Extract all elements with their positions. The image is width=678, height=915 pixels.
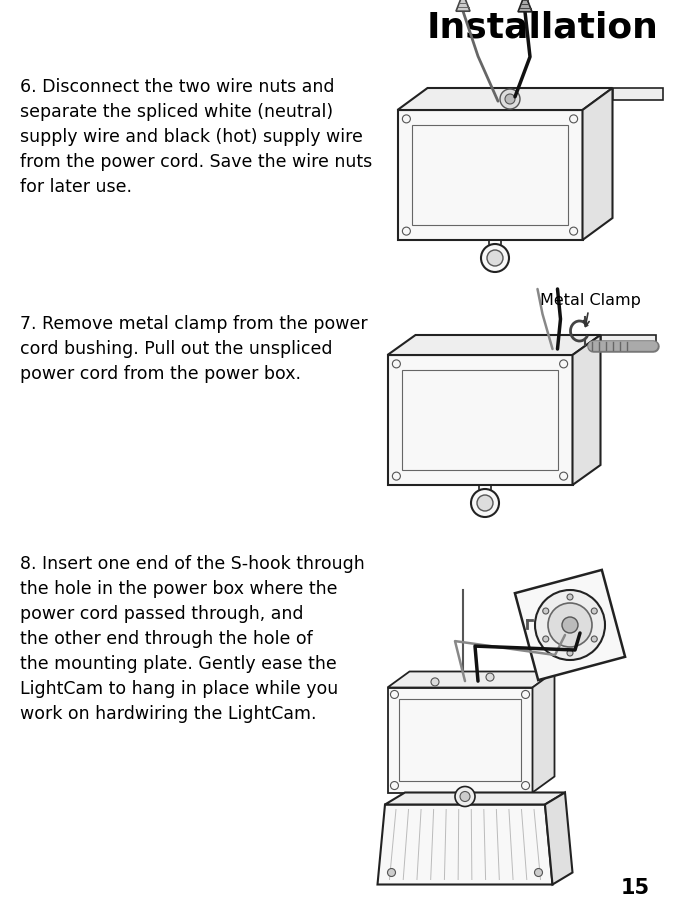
Polygon shape — [456, 0, 470, 11]
Circle shape — [534, 868, 542, 877]
Polygon shape — [572, 335, 601, 485]
Circle shape — [486, 673, 494, 681]
Circle shape — [471, 489, 499, 517]
Circle shape — [570, 227, 578, 235]
Circle shape — [570, 115, 578, 123]
Circle shape — [477, 495, 493, 511]
Polygon shape — [601, 335, 656, 347]
Polygon shape — [582, 88, 612, 240]
Polygon shape — [545, 792, 572, 885]
Circle shape — [543, 608, 549, 614]
Circle shape — [591, 608, 597, 614]
Circle shape — [567, 594, 573, 600]
Circle shape — [487, 250, 503, 266]
Polygon shape — [397, 110, 582, 240]
Polygon shape — [388, 687, 532, 792]
Polygon shape — [388, 355, 572, 485]
Text: Metal Clamp: Metal Clamp — [540, 293, 641, 327]
Circle shape — [535, 590, 605, 660]
Polygon shape — [385, 792, 565, 804]
Circle shape — [543, 636, 549, 642]
Circle shape — [402, 227, 410, 235]
Circle shape — [559, 472, 567, 480]
Text: 7. Remove metal clamp from the power
cord bushing. Pull out the unspliced
power : 7. Remove metal clamp from the power cor… — [20, 315, 367, 383]
Circle shape — [481, 244, 509, 272]
Circle shape — [391, 691, 399, 698]
Text: Installation: Installation — [426, 10, 658, 44]
Circle shape — [521, 781, 530, 790]
Circle shape — [548, 603, 592, 647]
Text: 8. Insert one end of the S-hook through
the hole in the power box where the
powe: 8. Insert one end of the S-hook through … — [20, 555, 365, 723]
Circle shape — [388, 868, 395, 877]
Circle shape — [591, 636, 597, 642]
Circle shape — [393, 472, 401, 480]
Circle shape — [505, 94, 515, 104]
Polygon shape — [518, 0, 532, 12]
Circle shape — [559, 360, 567, 368]
Polygon shape — [378, 804, 553, 885]
Polygon shape — [532, 672, 555, 792]
Circle shape — [460, 791, 470, 802]
Polygon shape — [515, 570, 625, 680]
Polygon shape — [397, 88, 612, 110]
Circle shape — [402, 115, 410, 123]
Circle shape — [455, 787, 475, 806]
Circle shape — [562, 617, 578, 633]
Text: 6. Disconnect the two wire nuts and
separate the spliced white (neutral)
supply : 6. Disconnect the two wire nuts and sepa… — [20, 78, 372, 196]
Polygon shape — [388, 672, 555, 687]
Circle shape — [521, 691, 530, 698]
Polygon shape — [612, 88, 662, 100]
Circle shape — [431, 678, 439, 686]
Circle shape — [391, 781, 399, 790]
Circle shape — [393, 360, 401, 368]
Circle shape — [500, 89, 520, 109]
Circle shape — [567, 650, 573, 656]
Polygon shape — [388, 335, 601, 355]
Text: 15: 15 — [621, 878, 650, 898]
